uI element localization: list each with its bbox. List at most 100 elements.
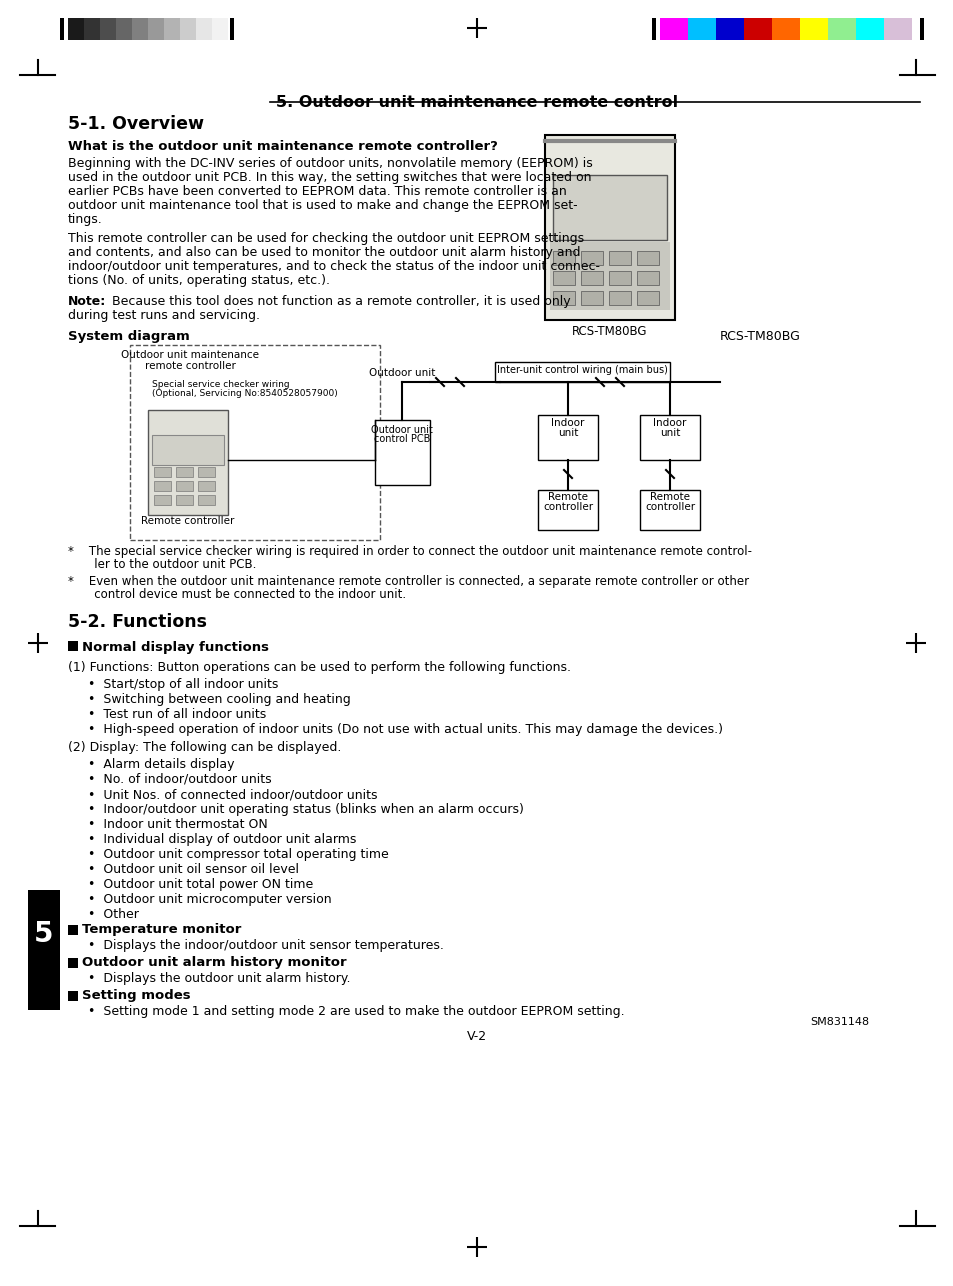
Bar (68, 640, 78, 651)
Text: unit: unit (659, 428, 679, 439)
Text: Indoor: Indoor (551, 418, 584, 428)
Text: 5-1. Overview: 5-1. Overview (68, 114, 204, 132)
Text: earlier PCBs have been converted to EEPROM data. This remote controller is an: earlier PCBs have been converted to EEPR… (68, 185, 566, 198)
Bar (164, 18, 180, 40)
Bar (153, 481, 171, 491)
Bar (800, 18, 827, 40)
Text: Indoor: Indoor (653, 418, 686, 428)
Text: •  Displays the outdoor unit alarm history.: • Displays the outdoor unit alarm histor… (88, 972, 350, 985)
Bar (68, 925, 78, 935)
Bar (553, 175, 666, 240)
Text: •  Outdoor unit compressor total operating time: • Outdoor unit compressor total operatin… (88, 847, 388, 862)
Bar (743, 18, 771, 40)
Text: V-2: V-2 (466, 1030, 487, 1043)
Text: RCS-TM80BG: RCS-TM80BG (572, 325, 647, 338)
Text: Normal display functions: Normal display functions (82, 640, 269, 655)
Text: (Optional, Servicing No:8540528057900): (Optional, Servicing No:8540528057900) (152, 388, 337, 397)
Text: ler to the outdoor unit PCB.: ler to the outdoor unit PCB. (68, 558, 256, 571)
Bar (212, 18, 228, 40)
Text: Outdoor unit: Outdoor unit (369, 368, 435, 378)
Bar (580, 271, 602, 285)
Bar (544, 135, 675, 320)
Text: and contents, and also can be used to monitor the outdoor unit alarm history and: and contents, and also can be used to mo… (68, 246, 579, 258)
Text: •  Switching between cooling and heating: • Switching between cooling and heating (88, 693, 351, 706)
Text: What is the outdoor unit maintenance remote controller?: What is the outdoor unit maintenance rem… (68, 140, 497, 153)
Bar (153, 495, 171, 505)
Bar (230, 18, 233, 40)
Text: •  Displays the indoor/outdoor unit sensor temperatures.: • Displays the indoor/outdoor unit senso… (88, 939, 443, 952)
Bar (68, 992, 78, 1001)
Bar (883, 18, 911, 40)
Text: This remote controller can be used for checking the outdoor unit EEPROM settings: This remote controller can be used for c… (68, 231, 583, 246)
Bar (68, 18, 84, 40)
Text: unit: unit (558, 428, 578, 439)
Bar (651, 18, 656, 40)
Text: •  Alarm details display: • Alarm details display (88, 757, 234, 772)
Text: used in the outdoor unit PCB. In this way, the setting switches that were locate: used in the outdoor unit PCB. In this wa… (68, 171, 591, 184)
Text: •  High-speed operation of indoor units (Do not use with actual units. This may : • High-speed operation of indoor units (… (88, 723, 722, 736)
Text: 5: 5 (34, 919, 53, 948)
Bar (919, 18, 923, 40)
Text: tings.: tings. (68, 213, 103, 226)
Text: 5-2. Functions: 5-2. Functions (68, 613, 207, 631)
Text: SM831148: SM831148 (809, 1017, 868, 1028)
Text: Because this tool does not function as a remote controller, it is used only: Because this tool does not function as a… (108, 294, 570, 309)
Text: remote controller: remote controller (145, 361, 235, 370)
Text: •  Outdoor unit oil sensor oil level: • Outdoor unit oil sensor oil level (88, 863, 298, 876)
Text: •  Test run of all indoor units: • Test run of all indoor units (88, 709, 266, 721)
Bar (175, 481, 193, 491)
Bar (580, 251, 602, 265)
Text: •  Outdoor unit total power ON time: • Outdoor unit total power ON time (88, 878, 313, 891)
Text: •  Individual display of outdoor unit alarms: • Individual display of outdoor unit ala… (88, 833, 356, 846)
Bar (84, 18, 100, 40)
Bar (608, 251, 630, 265)
Bar (175, 495, 193, 505)
Bar (827, 18, 855, 40)
Text: RCS-TM80BG: RCS-TM80BG (720, 331, 800, 343)
Bar (28, 890, 60, 1010)
Text: •  Indoor/outdoor unit operating status (blinks when an alarm occurs): • Indoor/outdoor unit operating status (… (88, 802, 523, 817)
Bar (553, 291, 575, 305)
Bar (148, 18, 164, 40)
Bar (180, 18, 195, 40)
Bar (659, 18, 687, 40)
Bar (60, 18, 64, 40)
Bar (100, 18, 116, 40)
Bar (152, 435, 224, 466)
Bar (637, 291, 659, 305)
Bar (639, 415, 700, 460)
Bar (608, 271, 630, 285)
Text: Setting modes: Setting modes (82, 989, 191, 1002)
Bar (771, 18, 800, 40)
Text: System diagram: System diagram (68, 331, 190, 343)
Bar (639, 490, 700, 530)
Bar (855, 18, 883, 40)
Bar (198, 467, 214, 477)
Text: Remote: Remote (547, 493, 587, 502)
Text: indoor/outdoor unit temperatures, and to check the status of the indoor unit con: indoor/outdoor unit temperatures, and to… (68, 260, 599, 273)
Text: controller: controller (644, 502, 695, 512)
Bar (132, 18, 148, 40)
Bar (195, 18, 212, 40)
Text: •  Indoor unit thermostat ON: • Indoor unit thermostat ON (88, 818, 268, 831)
Text: •  Setting mode 1 and setting mode 2 are used to make the outdoor EEPROM setting: • Setting mode 1 and setting mode 2 are … (88, 1004, 624, 1019)
Text: control PCB: control PCB (374, 433, 430, 444)
Bar (198, 495, 214, 505)
Bar (553, 271, 575, 285)
Text: Beginning with the DC-INV series of outdoor units, nonvolatile memory (EEPROM) i: Beginning with the DC-INV series of outd… (68, 157, 592, 170)
Bar (175, 467, 193, 477)
Text: Temperature monitor: Temperature monitor (82, 923, 241, 936)
Bar (608, 291, 630, 305)
Text: tions (No. of units, operating status, etc.).: tions (No. of units, operating status, e… (68, 274, 330, 287)
Text: *    The special service checker wiring is required in order to connect the outd: * The special service checker wiring is … (68, 545, 751, 558)
Text: controller: controller (542, 502, 593, 512)
Text: •  Other: • Other (88, 908, 139, 921)
Bar (580, 291, 602, 305)
Bar (637, 251, 659, 265)
Bar (637, 271, 659, 285)
Text: control device must be connected to the indoor unit.: control device must be connected to the … (68, 588, 406, 601)
Text: Outdoor unit maintenance: Outdoor unit maintenance (121, 350, 258, 360)
Bar (375, 421, 430, 485)
Bar (550, 242, 669, 310)
Text: Special service checker wiring: Special service checker wiring (152, 379, 290, 388)
